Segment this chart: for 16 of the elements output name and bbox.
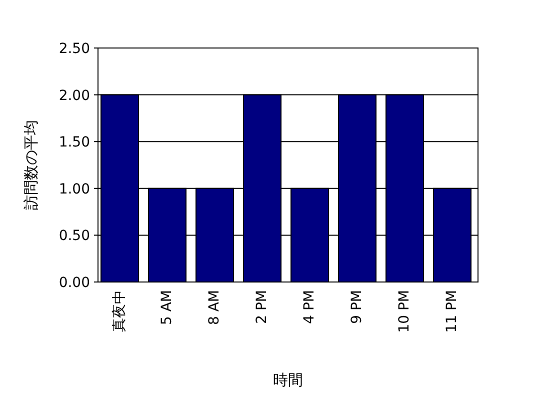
y-tick-label: 2.00: [58, 88, 90, 104]
x-tick-label: 真夜中: [112, 290, 128, 332]
y-tick-label: 0.00: [58, 275, 90, 291]
y-axis-title: 訪問数の平均: [22, 120, 40, 210]
x-tick-label: 2 PM: [254, 290, 270, 324]
x-tick-label: 10 PM: [396, 290, 413, 333]
x-tick-label: 5 AM: [159, 290, 176, 326]
x-axis-title: 時間: [273, 371, 303, 389]
x-tick-label: 4 PM: [302, 290, 318, 324]
y-tick-label: 0.50: [58, 228, 90, 244]
y-tick-label: 1.00: [58, 181, 90, 198]
y-tick-label: 1.50: [58, 134, 90, 151]
x-tick-label: 8 AM: [206, 290, 223, 326]
x-tick-label: 9 PM: [349, 290, 366, 324]
x-tick-label: 11 PM: [444, 290, 460, 333]
y-tick-label: 2.50: [58, 41, 90, 57]
